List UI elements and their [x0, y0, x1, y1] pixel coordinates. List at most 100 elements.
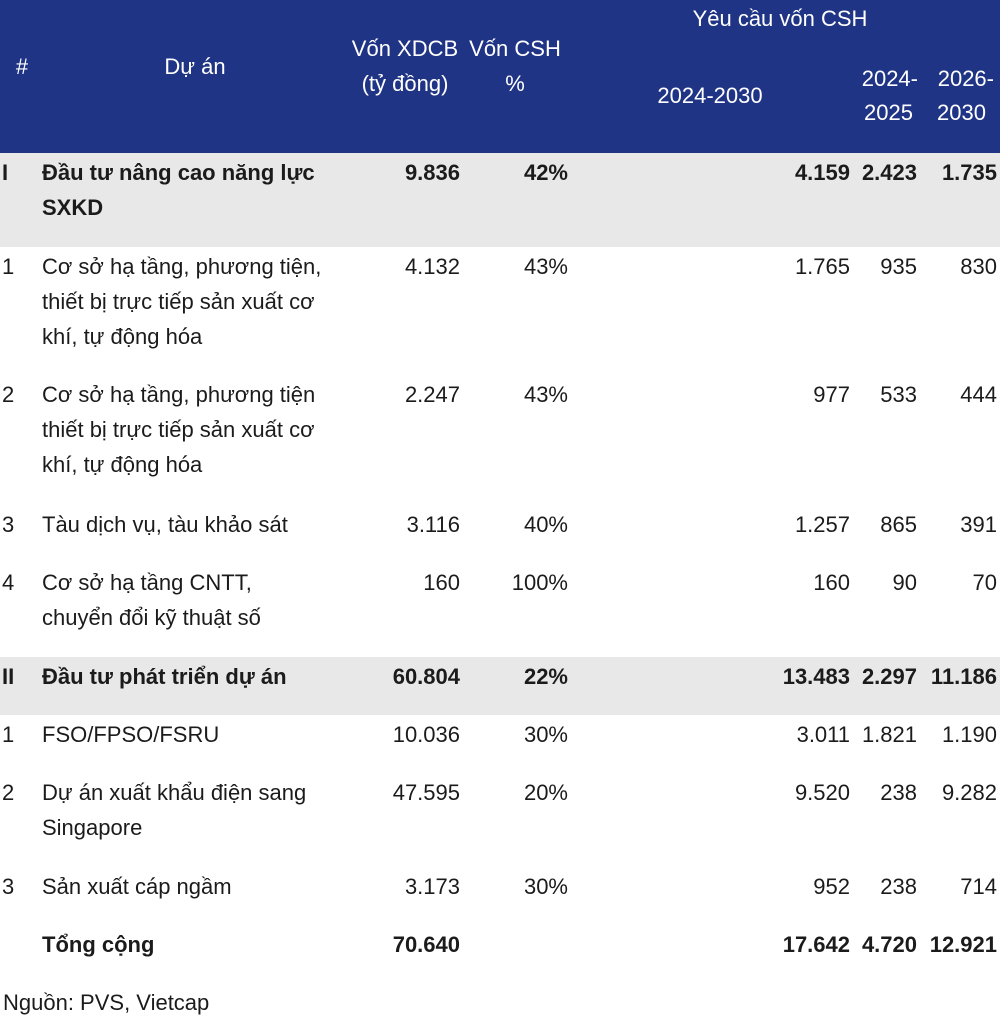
project-name-line: SXKD [42, 195, 104, 220]
req-2026-2030: 12.921 [929, 932, 997, 957]
capex-value: 10.036 [392, 722, 460, 747]
project-name: FSO/FPSO/FSRU [42, 717, 362, 752]
table-row: 3 Sản xuất cáp ngầm 3.173 30% 952 238 714 [0, 867, 1000, 925]
header-index: # [15, 54, 29, 79]
row-index: 2 [2, 382, 15, 407]
req-2024-2030: 9.520 [794, 780, 850, 805]
req-2024-2025: 533 [880, 382, 917, 407]
capex-value: 3.173 [404, 874, 460, 899]
req-2026-2030: 830 [960, 254, 997, 279]
header-req-2026-2030-line2: 2030 [937, 100, 986, 125]
req-2026-2030: 391 [960, 512, 997, 537]
header-req-2024-2025-line1: 2024- [861, 66, 918, 91]
req-2024-2030: 13.483 [782, 664, 850, 689]
project-name-line: Cơ sở hạ tầng CNTT, [42, 570, 252, 595]
capex-value: 4.132 [404, 254, 460, 279]
table-row: 2 Dự án xuất khẩu điện sang Singapore 47.59… [0, 773, 1000, 867]
header-capex-line1: Vốn XDCB [351, 36, 459, 61]
capex-value: 9.836 [404, 160, 460, 185]
project-name-line: Singapore [42, 815, 143, 840]
req-2024-2025: 90 [892, 570, 917, 595]
project-name-line: FSO/FPSO/FSRU [42, 722, 220, 747]
row-index: 1 [2, 722, 15, 747]
table-row: 1 Cơ sở hạ tầng, phương tiện, thiết bị trự… [0, 247, 1000, 375]
req-2026-2030: 9.282 [941, 780, 997, 805]
req-2026-2030: 11.186 [930, 664, 997, 689]
req-2026-2030: 1.735 [941, 160, 997, 185]
table-row: I Đầu tư nâng cao năng lực SXKD 9.836 42% 4.1… [0, 153, 1000, 247]
req-2026-2030: 444 [960, 382, 997, 407]
project-name-line: Tàu dịch vụ, tàu khảo sát [42, 512, 288, 537]
header-req-2024-2030: 2024-2030 [657, 83, 763, 108]
req-2024-2030: 952 [813, 874, 850, 899]
equity-percent: 43% [523, 382, 568, 407]
capex-value: 2.247 [404, 382, 460, 407]
project-name-line: khí, tự động hóa [42, 452, 203, 477]
project-name-line: thiết bị trực tiếp sản xuất cơ [42, 289, 315, 314]
header-equity-line2: % [505, 71, 525, 96]
req-2024-2025: 238 [880, 780, 917, 805]
req-2024-2025: 2.423 [861, 160, 917, 185]
table-header: # Dự án Vốn XDCB (tỷ đồng) Vốn CSH % Yêu… [0, 0, 1000, 153]
header-req-2026-2030-line1: 2026- [937, 66, 994, 91]
project-name-line: Dự án xuất khẩu điện sang [42, 780, 307, 805]
project-name: Cơ sở hạ tầng, phương tiện thiết bị trực … [42, 377, 362, 482]
project-name-line: khí, tự động hóa [42, 324, 203, 349]
project-name: Cơ sở hạ tầng CNTT, chuyển đổi kỹ thuật s… [42, 565, 362, 635]
equity-percent: 40% [523, 512, 568, 537]
capex-value: 70.640 [392, 932, 460, 957]
req-2024-2025: 935 [880, 254, 917, 279]
capex-value: 160 [423, 570, 460, 595]
req-2024-2030: 977 [813, 382, 850, 407]
equity-percent: 30% [523, 722, 568, 747]
project-name: Đầu tư phát triển dự án [42, 659, 362, 694]
project-name-line: Sản xuất cáp ngầm [42, 874, 232, 899]
req-2024-2030: 160 [813, 570, 850, 595]
table-row: 1 FSO/FPSO/FSRU 10.036 30% 3.011 1.821 1.190 [0, 715, 1000, 773]
row-index: 1 [2, 254, 15, 279]
project-name-line: Đầu tư phát triển dự án [42, 664, 287, 689]
row-index: I [2, 160, 9, 185]
project-name-line: Đầu tư nâng cao năng lực [42, 160, 315, 185]
req-2024-2030: 1.257 [794, 512, 850, 537]
header-equity-requirement: Yêu cầu vốn CSH [692, 6, 868, 31]
equity-percent: 100% [511, 570, 568, 595]
row-index: 4 [2, 570, 15, 595]
source-note: Nguồn: PVS, Vietcap [3, 990, 210, 1015]
project-name-line: Cơ sở hạ tầng, phương tiện, [42, 254, 322, 279]
req-2024-2025: 1.821 [861, 722, 917, 747]
row-index: 2 [2, 780, 15, 805]
header-capex-line2: (tỷ đồng) [361, 71, 449, 96]
header-req-2024-2025-line2: 2025 [864, 100, 913, 125]
req-2024-2025: 4.720 [861, 932, 917, 957]
project-name: Cơ sở hạ tầng, phương tiện, thiết bị trực… [42, 249, 362, 354]
table-row: Tổng cộng 70.640 17.642 4.720 12.921 [0, 925, 1000, 983]
capex-value: 60.804 [392, 664, 460, 689]
table-row: 3 Tàu dịch vụ, tàu khảo sát 3.116 40% 1.257 8… [0, 505, 1000, 563]
capex-value: 3.116 [406, 512, 460, 537]
table-row: II Đầu tư phát triển dự án 60.804 22% 13.483… [0, 657, 1000, 715]
equity-percent: 30% [523, 874, 568, 899]
project-name: Dự án xuất khẩu điện sang Singapore [42, 775, 362, 845]
equity-percent: 22% [523, 664, 568, 689]
req-2024-2025: 865 [880, 512, 917, 537]
row-index: 3 [2, 512, 15, 537]
req-2026-2030: 714 [960, 874, 997, 899]
project-name-line: Tổng cộng [42, 932, 155, 957]
table-row: 2 Cơ sở hạ tầng, phương tiện thiết bị trực… [0, 375, 1000, 505]
req-2024-2030: 1.765 [794, 254, 850, 279]
project-name: Tàu dịch vụ, tàu khảo sát [42, 507, 362, 542]
project-name: Sản xuất cáp ngầm [42, 869, 362, 904]
req-2024-2030: 3.011 [796, 722, 850, 747]
project-name: Tổng cộng [42, 927, 362, 962]
table-row: 4 Cơ sở hạ tầng CNTT, chuyển đổi kỹ thuật … [0, 563, 1000, 657]
req-2024-2025: 2.297 [861, 664, 917, 689]
capex-value: 47.595 [392, 780, 460, 805]
req-2026-2030: 70 [972, 570, 997, 595]
req-2024-2025: 238 [880, 874, 917, 899]
equity-percent: 42% [523, 160, 568, 185]
row-index: II [2, 664, 15, 689]
project-name-line: Cơ sở hạ tầng, phương tiện [42, 382, 316, 407]
req-2024-2030: 4.159 [794, 160, 850, 185]
req-2024-2030: 17.642 [782, 932, 850, 957]
